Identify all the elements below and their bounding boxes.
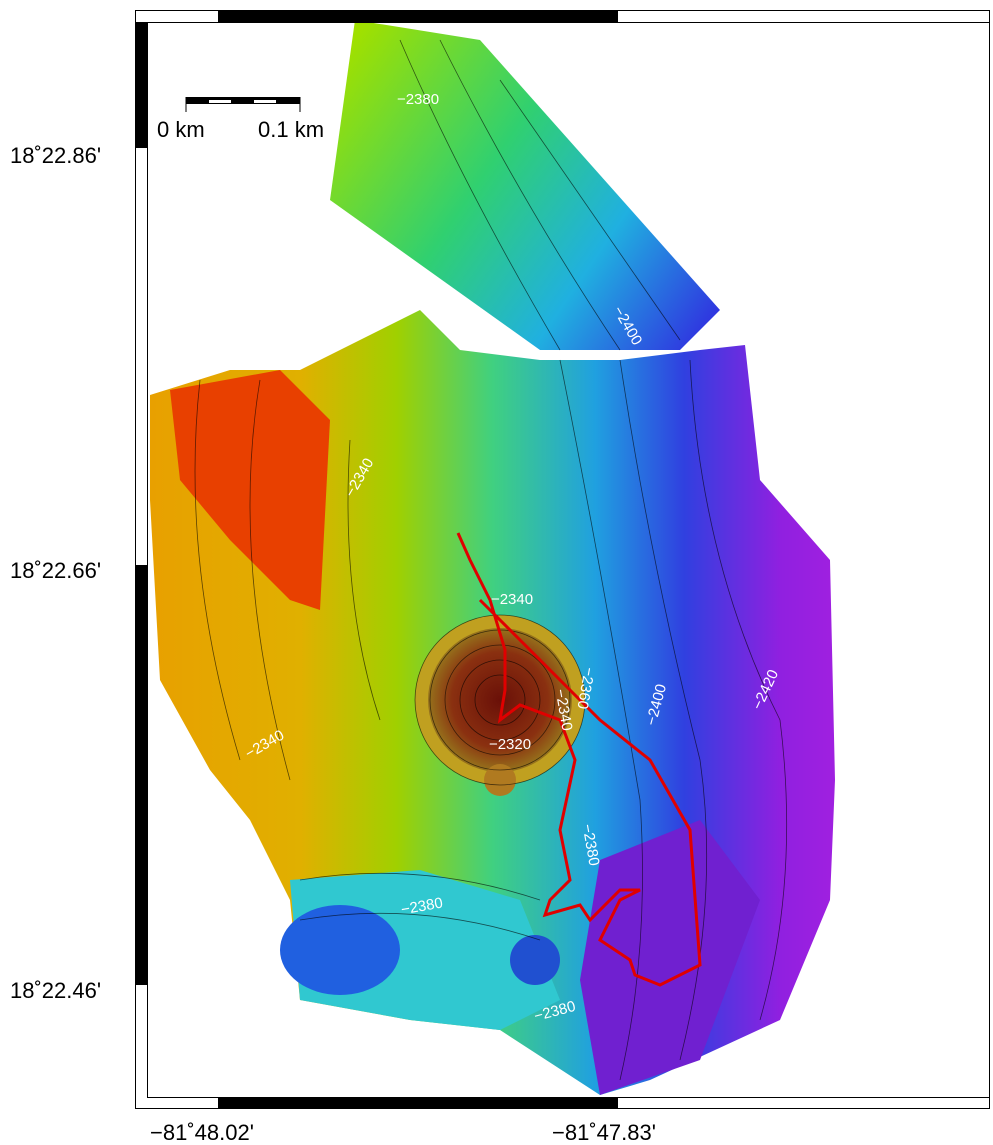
contour-label: −2320 — [489, 736, 531, 753]
contour-label: −2380 — [397, 91, 439, 108]
lon-label: −81˚47.83' — [552, 1120, 656, 1145]
lat-labels: 18˚22.86' 18˚22.66' 18˚22.46' — [10, 143, 101, 1003]
scale-bar: 0 km 0.1 km — [157, 97, 324, 142]
contour-label: −2340 — [491, 591, 533, 608]
lat-label: 18˚22.66' — [10, 558, 101, 583]
lon-label: −81˚48.02' — [150, 1120, 254, 1145]
page: {"map": { "lat_labels": ["18˚22.86'", "1… — [0, 0, 993, 1145]
terrain — [150, 20, 835, 1095]
lat-label: 18˚22.46' — [10, 978, 101, 1003]
lat-label: 18˚22.86' — [10, 143, 101, 168]
scale-end: 0.1 km — [258, 117, 324, 142]
map: 0 km 0.1 km 18˚22.86' 18˚22.66' 18˚22.46… — [0, 0, 993, 1145]
scale-start: 0 km — [157, 117, 205, 142]
lon-labels: −81˚48.02' −81˚47.83' — [150, 1120, 656, 1145]
